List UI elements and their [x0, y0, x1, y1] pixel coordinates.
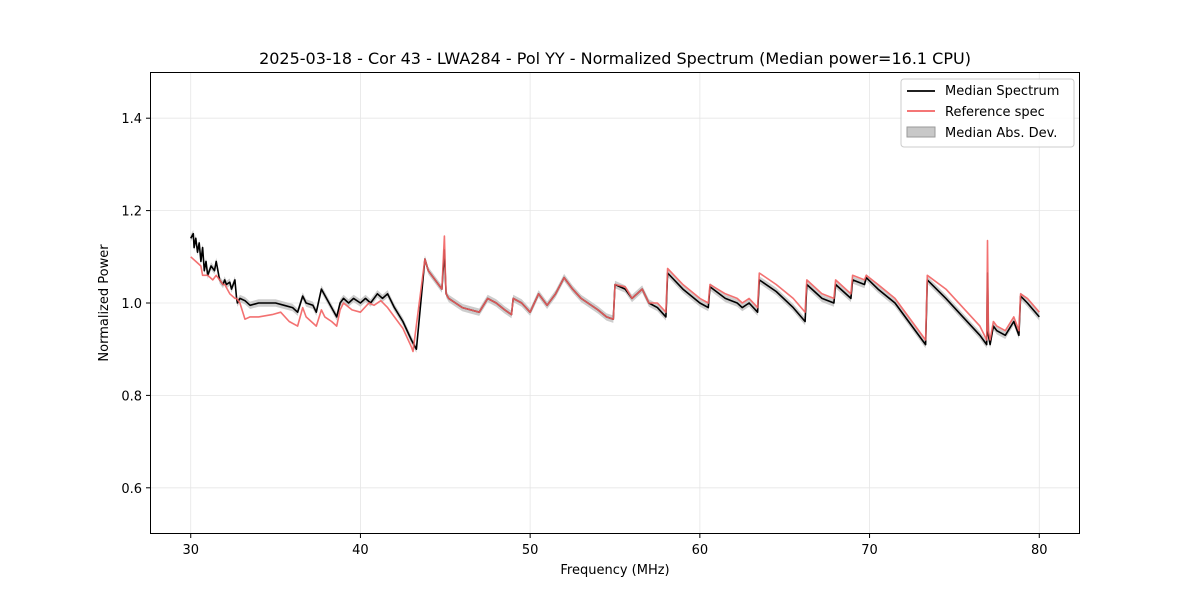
plot-area: [190, 230, 1040, 353]
y-tick-label: 1.0: [121, 297, 142, 312]
chart-title: 2025-03-18 - Cor 43 - LWA284 - Pol YY - …: [259, 49, 971, 68]
reference-spec-line: [190, 235, 1040, 353]
axes-frame: [150, 72, 1080, 534]
legend-label-mad: Median Abs. Dev.: [945, 126, 1057, 141]
legend-box: [900, 78, 1075, 148]
series-group: [190, 232, 1040, 353]
y-axis-label: Normalized Power: [97, 244, 112, 362]
x-tick-label: 30: [182, 543, 199, 558]
x-axis-label: Frequency (MHz): [560, 563, 669, 578]
x-tick-label: 70: [861, 543, 878, 558]
y-tick-label: 1.4: [121, 112, 142, 127]
y-tick-label: 0.6: [121, 482, 142, 497]
x-tick-label: 40: [352, 543, 369, 558]
legend: Median Spectrum Reference spec Median Ab…: [900, 78, 1075, 148]
x-tick-label: 80: [1031, 543, 1048, 558]
legend-label-reference-spec: Reference spec: [945, 105, 1045, 120]
y-axis-ticks: 0.6 0.8 1.0 1.2 1.4: [121, 112, 150, 497]
x-axis-ticks: 30 40 50 60 70 80: [182, 534, 1048, 558]
y-tick-label: 0.8: [121, 389, 142, 404]
legend-swatch-mad: [906, 126, 936, 138]
legend-label-median-spectrum: Median Spectrum: [945, 84, 1059, 99]
y-tick-label: 1.2: [121, 205, 142, 220]
x-tick-label: 60: [692, 543, 709, 558]
x-tick-label: 50: [522, 543, 539, 558]
